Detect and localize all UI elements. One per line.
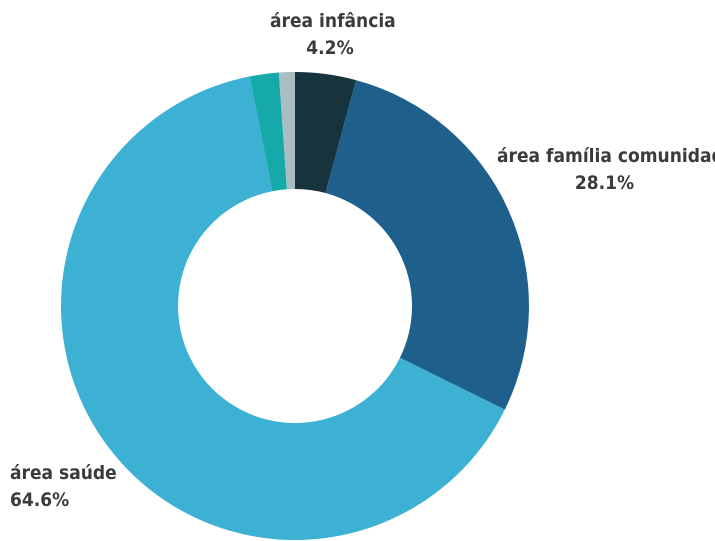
label-area-infancia-pct: 4.2% bbox=[306, 37, 354, 59]
donut-slice-área-infância bbox=[295, 72, 357, 194]
label-area-familia-comunidade: área família comunidade 28.1% bbox=[497, 143, 715, 197]
label-area-infancia-name: área infância bbox=[270, 10, 396, 32]
label-area-saude-name: área saúde bbox=[10, 462, 117, 484]
donut-slice-área-saúde bbox=[60, 76, 505, 541]
label-area-infancia: área infância 4.2% bbox=[270, 8, 396, 62]
donut-slice-minor-4 bbox=[278, 72, 295, 190]
donut-slice-minor-3 bbox=[249, 72, 287, 192]
label-area-saude-pct: 64.6% bbox=[10, 489, 70, 511]
label-area-familia-comunidade-name: área família comunidade bbox=[497, 145, 715, 167]
label-area-saude: área saúde 64.6% bbox=[10, 460, 117, 514]
label-area-familia-comunidade-pct: 28.1% bbox=[574, 172, 635, 194]
donut-slice-área-família-comunidade bbox=[325, 80, 529, 410]
